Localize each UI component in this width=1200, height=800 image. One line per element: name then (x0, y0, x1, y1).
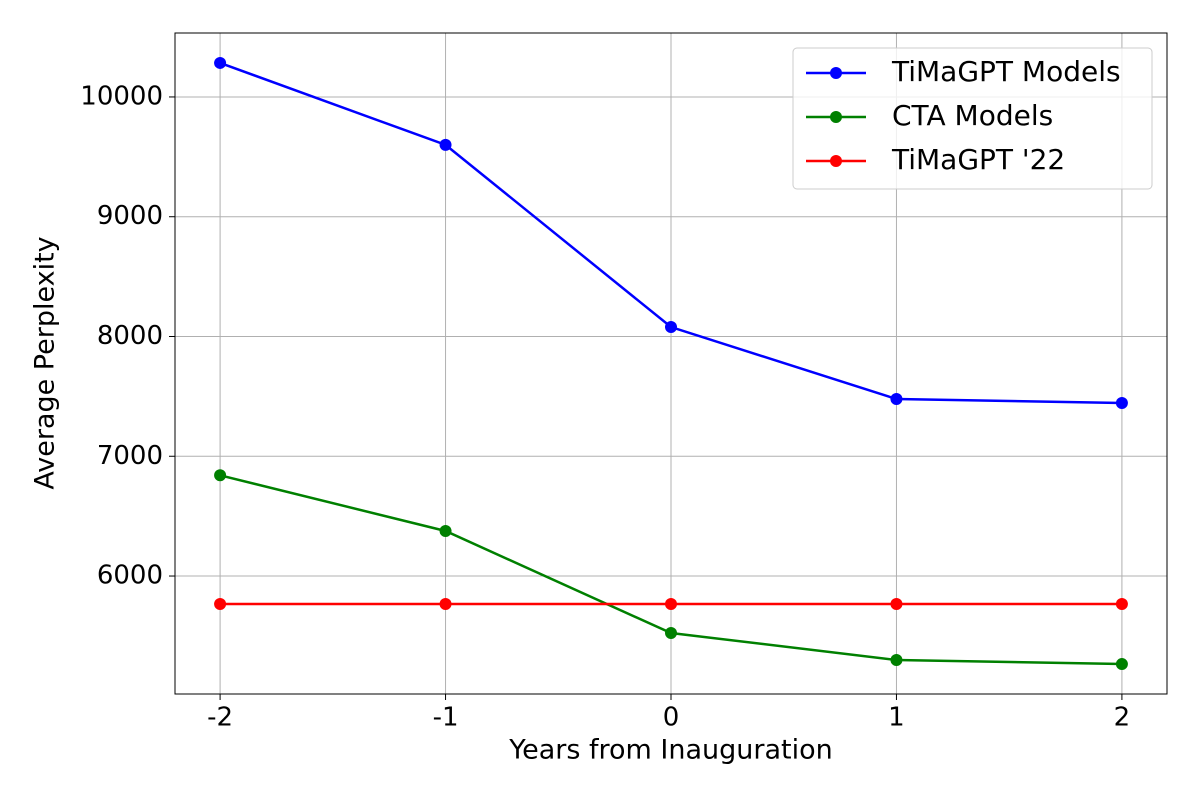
x-tick-label: -1 (433, 703, 459, 733)
data-point (890, 653, 903, 666)
y-tick-label: 6000 (97, 561, 163, 591)
legend-text: CTA Models (892, 99, 1053, 132)
y-tick-label: 7000 (97, 441, 163, 471)
data-point (665, 598, 677, 611)
legend-box (792, 47, 1153, 190)
data-point (214, 469, 227, 482)
data-point (1115, 598, 1128, 611)
data-point (665, 627, 677, 640)
y-axis-label: Average Perplexity (30, 236, 61, 489)
x-axis-label: Years from Inauguration (508, 735, 833, 766)
data-point (439, 138, 452, 151)
y-tick-label: 10000 (80, 81, 163, 111)
y-tick-label: 9000 (97, 201, 163, 231)
x-tick-label: -2 (207, 703, 233, 733)
data-point (214, 598, 227, 611)
plot-frame (174, 32, 1168, 695)
x-tick-label: 1 (888, 703, 905, 733)
x-tick-label: 2 (1114, 703, 1131, 733)
data-point (890, 393, 903, 406)
data-point (890, 598, 903, 611)
x-tick-label: 0 (663, 703, 680, 733)
data-point (439, 524, 452, 537)
data-point (1115, 658, 1128, 671)
data-point (214, 56, 227, 69)
legend-marker (830, 155, 842, 167)
legend-text: TiMaGPT '22 (891, 143, 1065, 176)
y-tick-label: 8000 (97, 321, 163, 351)
data-point (439, 598, 452, 611)
legend-text: TiMaGPT Models (891, 55, 1121, 88)
data-point (1115, 396, 1128, 409)
data-point (665, 321, 677, 334)
legend-marker (830, 67, 842, 79)
legend-marker (830, 111, 842, 123)
